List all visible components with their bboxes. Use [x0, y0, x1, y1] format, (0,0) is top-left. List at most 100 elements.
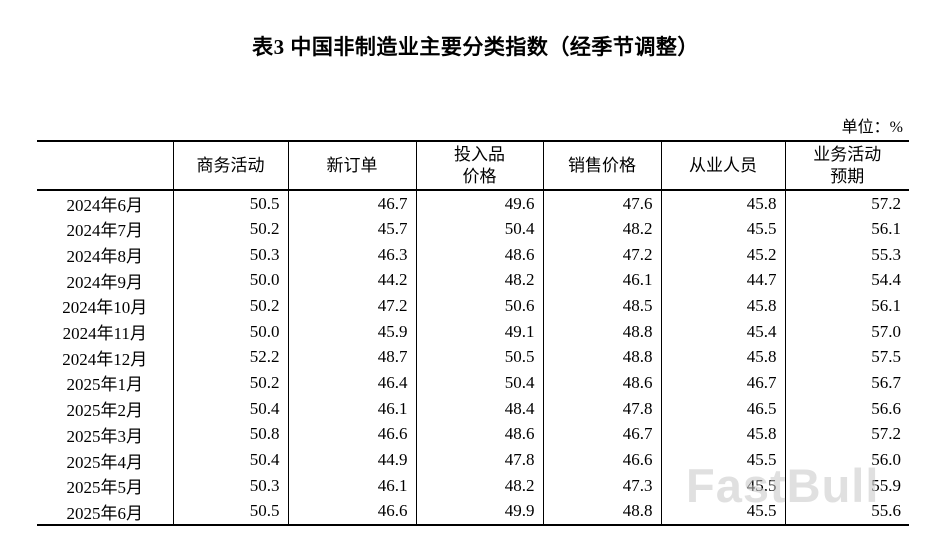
month-column-header: [37, 141, 173, 190]
table-header-row: 商务活动 新订单 投入品 价格 销售价格 从业人员 业务活动 预期: [37, 141, 909, 190]
value-cell: 48.8: [542, 344, 661, 371]
value-cell: 50.4: [415, 216, 543, 242]
value-cell: 50.3: [172, 241, 288, 268]
value-cell: 46.1: [287, 395, 416, 422]
value-cell: 50.5: [172, 190, 288, 216]
value-cell: 46.6: [287, 498, 416, 525]
value-cell: 55.6: [784, 498, 909, 525]
month-cell: 2025年2月: [66, 401, 144, 421]
month-cell: 2024年9月: [66, 272, 144, 292]
value-cell: 48.4: [415, 395, 543, 422]
value-cell: 50.2: [172, 370, 288, 396]
value-cell: 54.4: [784, 267, 909, 294]
month-cell: 2024年12月: [62, 349, 148, 369]
value-cell: 46.7: [287, 190, 416, 216]
value-cell: 49.6: [415, 190, 543, 216]
table-body: 2024年6月 50.5 46.7 49.6 47.6 45.8 57.2 2024年7月 50…: [37, 190, 909, 525]
value-cell: 56.6: [784, 395, 909, 422]
value-cell: 48.8: [542, 498, 661, 525]
value-cell: 50.2: [172, 216, 288, 242]
table-row: 2024年7月 50.2 45.7 50.4 48.2 45.5 56.1: [37, 216, 909, 242]
value-cell: 48.7: [287, 344, 416, 371]
value-cell: 47.8: [542, 395, 661, 422]
value-cell: 50.0: [172, 318, 288, 345]
value-cell: 45.5: [660, 216, 785, 242]
value-cell: 50.5: [415, 344, 543, 371]
nonmanufacturing-index-table: 商务活动 新订单 投入品 价格 销售价格 从业人员 业务活动 预期 2024年6月 50.5…: [37, 140, 909, 526]
value-cell: 48.2: [542, 216, 661, 242]
value-cell: 49.9: [415, 498, 543, 525]
month-cell: 2024年11月: [62, 324, 147, 344]
value-cell: 48.6: [542, 370, 661, 396]
value-cell: 50.8: [172, 421, 288, 448]
value-cell: 45.8: [660, 421, 785, 448]
value-cell: 49.1: [415, 318, 543, 345]
unit-label: 单位：%: [841, 119, 903, 136]
value-cell: 48.2: [415, 472, 543, 499]
value-cell: 57.2: [784, 190, 909, 216]
value-cell: 45.5: [660, 447, 785, 473]
value-cell: 45.8: [660, 344, 785, 371]
value-cell: 50.3: [172, 472, 288, 499]
table-row: 2024年12月 52.2 48.7 50.5 48.8 45.8 57.5: [37, 344, 909, 371]
value-cell: 45.8: [660, 293, 785, 319]
value-cell: 44.2: [287, 267, 416, 294]
value-cell: 45.5: [660, 498, 785, 525]
value-cell: 48.5: [542, 293, 661, 319]
table-row: 2024年11月 50.0 45.9 49.1 48.8 45.4 57.0: [37, 318, 909, 345]
value-cell: 56.1: [784, 293, 909, 319]
value-cell: 48.6: [415, 241, 543, 268]
value-cell: 47.2: [542, 241, 661, 268]
month-cell: 2024年8月: [66, 247, 144, 267]
value-cell: 47.2: [287, 293, 416, 319]
table-row: 2025年3月 50.8 46.6 48.6 46.7 45.8 57.2: [37, 421, 909, 448]
value-cell: 45.4: [660, 318, 785, 345]
value-cell: 46.4: [287, 370, 416, 396]
month-cell: 2024年6月: [66, 196, 144, 215]
value-cell: 44.7: [660, 267, 785, 294]
column-header: 新订单: [287, 141, 416, 190]
value-cell: 46.7: [542, 421, 661, 448]
value-cell: 55.3: [784, 241, 909, 268]
table-row: 2024年8月 50.3 46.3 48.6 47.2 45.2 55.3: [37, 241, 909, 268]
value-cell: 50.2: [172, 293, 288, 319]
value-cell: 50.5: [172, 498, 288, 525]
value-cell: 46.1: [287, 472, 416, 499]
value-cell: 45.5: [660, 472, 785, 499]
column-header: 从业人员: [660, 141, 785, 190]
value-cell: 46.5: [660, 395, 785, 422]
value-cell: 47.6: [542, 190, 661, 216]
value-cell: 55.9: [784, 472, 909, 499]
column-header: 投入品 价格: [415, 141, 543, 190]
column-header: 销售价格: [542, 141, 661, 190]
month-cell: 2024年10月: [62, 298, 148, 318]
value-cell: 50.4: [172, 447, 288, 473]
value-cell: 50.0: [172, 267, 288, 294]
value-cell: 46.6: [287, 421, 416, 448]
value-cell: 52.2: [172, 344, 288, 371]
value-cell: 57.2: [784, 421, 909, 448]
value-cell: 48.2: [415, 267, 543, 294]
value-cell: 57.0: [784, 318, 909, 345]
table-row: 2024年9月 50.0 44.2 48.2 46.1 44.7 54.4: [37, 267, 909, 294]
table-row: 2025年2月 50.4 46.1 48.4 47.8 46.5 56.6: [37, 395, 909, 422]
column-header: 业务活动 预期: [784, 141, 909, 190]
value-cell: 45.7: [287, 216, 416, 242]
month-cell: 2025年6月: [66, 503, 144, 523]
month-cell: 2024年7月: [66, 221, 144, 241]
value-cell: 45.2: [660, 241, 785, 268]
table-row: 2024年6月 50.5 46.7 49.6 47.6 45.8 57.2: [37, 190, 909, 216]
value-cell: 56.0: [784, 447, 909, 473]
value-cell: 56.7: [784, 370, 909, 396]
value-cell: 45.9: [287, 318, 416, 345]
month-cell: 2025年1月: [66, 375, 144, 395]
column-header: 商务活动: [172, 141, 288, 190]
value-cell: 46.3: [287, 241, 416, 268]
month-cell: 2025年3月: [66, 426, 144, 446]
table-row: 2025年1月 50.2 46.4 50.4 48.6 46.7 56.7: [37, 370, 909, 396]
value-cell: 47.3: [542, 472, 661, 499]
month-cell: 2025年5月: [66, 478, 144, 498]
value-cell: 50.4: [172, 395, 288, 422]
value-cell: 56.1: [784, 216, 909, 242]
value-cell: 46.6: [542, 447, 661, 473]
